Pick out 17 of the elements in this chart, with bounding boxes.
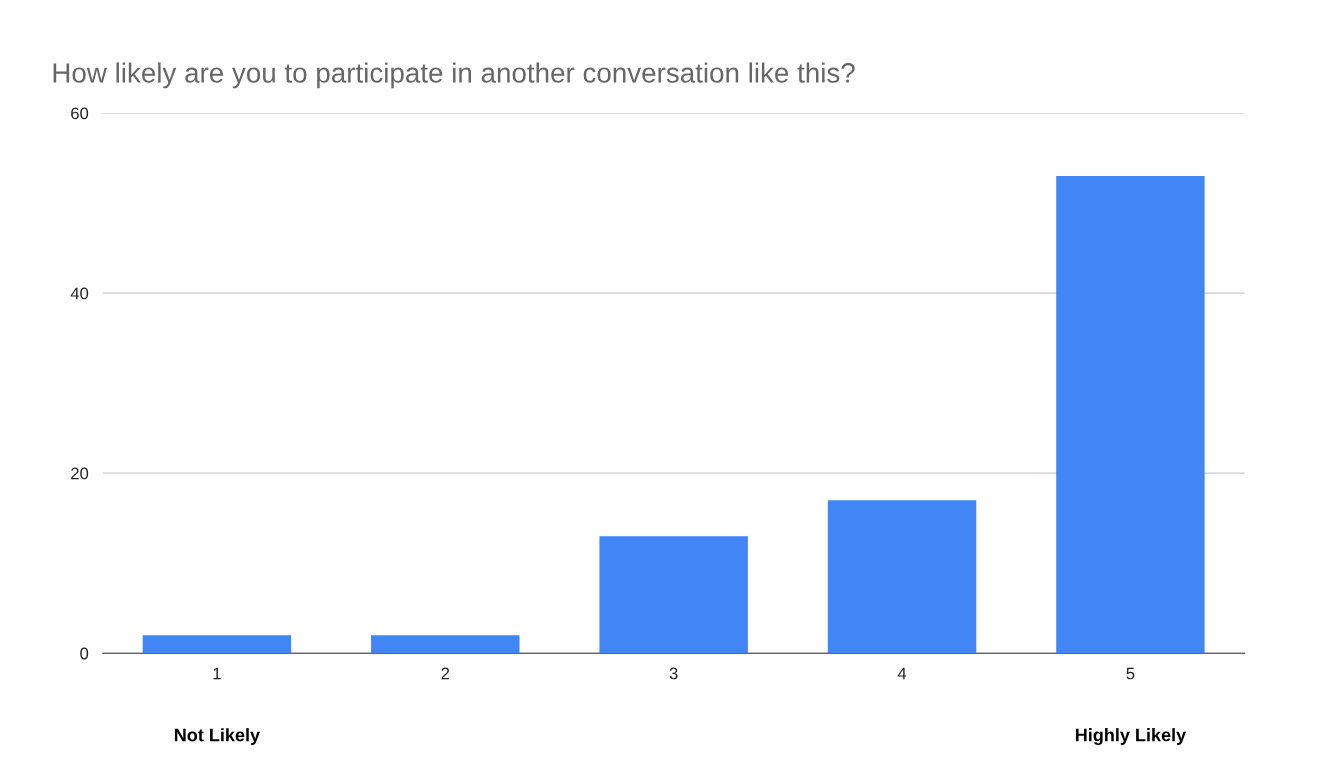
bar [1056,176,1205,654]
bar [142,635,292,654]
y-tick-label: 0 [80,647,89,660]
x-tick-label: 1 [213,667,221,680]
y-tick-label: 20 [71,467,89,480]
x-tick-label: 5 [1126,667,1135,680]
bar [827,500,977,654]
text: Highly Likely [1075,728,1187,746]
x-tick-label: 4 [897,667,907,680]
x-tick-label: 2 [441,667,450,680]
chart-title: How likely are you to participate in another conversation like this? [53,62,855,89]
text: Not Likely [174,728,260,745]
y-tick-label: 40 [70,287,89,300]
bar [599,536,748,654]
y-tick-label: 60 [71,107,89,120]
x-tick-label: 3 [669,667,678,680]
bar [371,635,520,654]
